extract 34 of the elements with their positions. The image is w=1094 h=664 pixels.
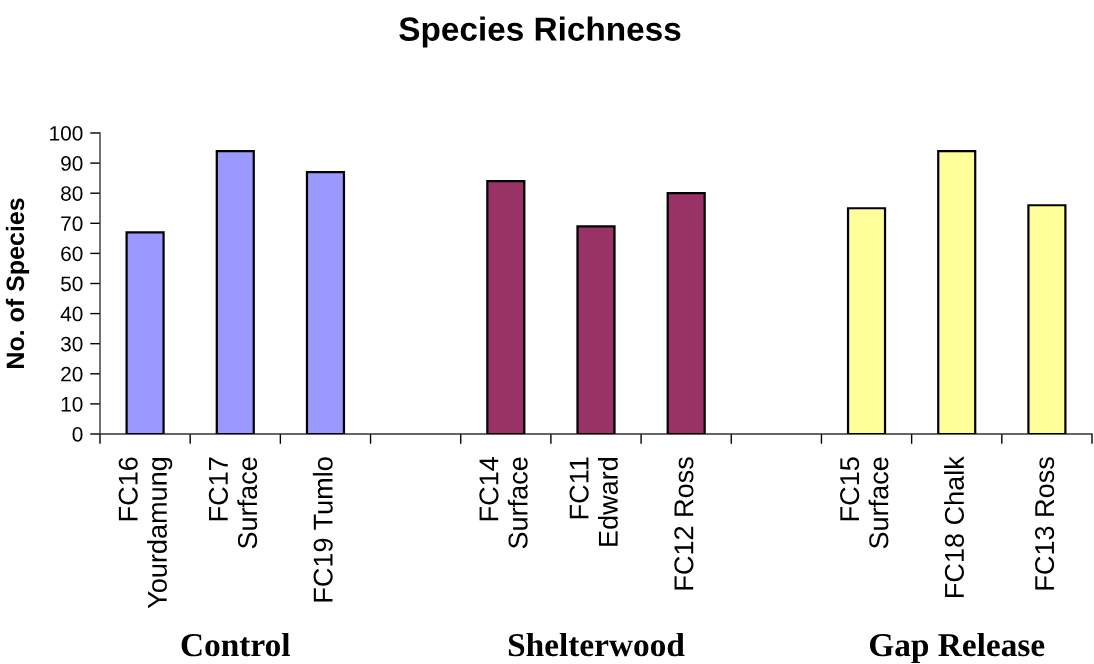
x-tick-label: FC16 Yourdamung xyxy=(118,457,173,609)
bar xyxy=(125,231,165,434)
y-tick-label: 20 xyxy=(61,366,83,382)
y-tick-label: 90 xyxy=(61,156,83,171)
bar xyxy=(846,207,887,434)
x-tick-label: FC14 Surface xyxy=(479,457,528,549)
y-tick-label: 50 xyxy=(61,276,83,292)
x-tick-label: FC18 Chalk xyxy=(944,456,964,597)
x-tick-label: FC17 Surface xyxy=(208,457,258,549)
y-tick-label: 80 xyxy=(61,186,83,201)
x-tick-label: FC12 Ross xyxy=(674,457,694,590)
x-tick-label: FC13 Ross xyxy=(1035,457,1055,590)
bar xyxy=(666,192,706,434)
y-tick-label: 100 xyxy=(50,126,83,141)
bar xyxy=(215,149,255,434)
bar xyxy=(486,180,526,434)
bar xyxy=(305,171,346,434)
y-axis-title: No. of Species xyxy=(5,198,30,368)
x-tick-label: FC19 Tumlo xyxy=(312,457,333,602)
y-tick-label: 70 xyxy=(61,216,83,232)
y-tick-label: 60 xyxy=(61,246,83,262)
text: Control xyxy=(181,632,290,657)
bar xyxy=(1027,204,1067,434)
bar xyxy=(576,225,616,434)
x-tick-label: FC15 Surface xyxy=(840,457,889,549)
text: Shelterwood xyxy=(508,632,685,657)
y-tick-label: 0 xyxy=(72,427,83,442)
y-tick-label: 10 xyxy=(61,396,83,412)
x-tick-label: FC11 Edward xyxy=(569,457,618,546)
y-tick-label: 40 xyxy=(60,306,83,322)
chart-title: Species Richness xyxy=(399,16,681,48)
text: Gap Release xyxy=(869,632,1045,664)
y-tick-label: 30 xyxy=(60,336,83,352)
bar xyxy=(937,149,977,434)
